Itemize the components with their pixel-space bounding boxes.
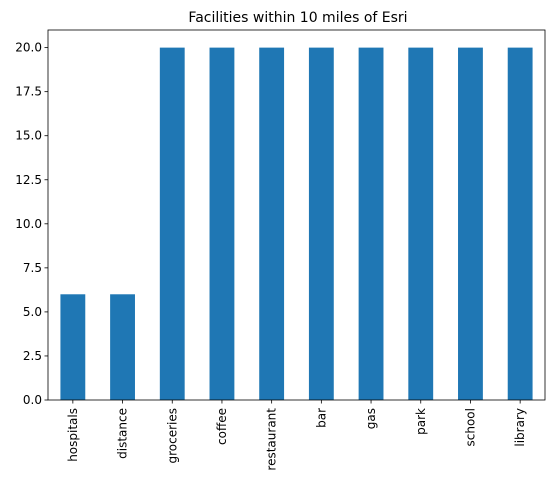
bar-gas bbox=[358, 47, 384, 400]
y-tick-label: 20.0 bbox=[15, 41, 42, 55]
bar-hospitals bbox=[60, 294, 86, 400]
x-tick-label-hospitals: hospitals bbox=[66, 408, 80, 462]
y-tick-label: 2.5 bbox=[23, 349, 42, 363]
x-tick-label-groceries: groceries bbox=[165, 408, 179, 464]
x-axis: hospitals distance groceries coffee restaura… bbox=[66, 400, 527, 471]
x-tick-label-library: library bbox=[513, 408, 527, 447]
x-tick-label-coffee: coffee bbox=[215, 408, 229, 445]
x-tick-label-gas: gas bbox=[364, 408, 378, 429]
bar-bar bbox=[308, 47, 334, 400]
plot-frame bbox=[47, 29, 546, 401]
x-tick-label-school: school bbox=[463, 408, 477, 446]
y-tick-label: 0.0 bbox=[23, 393, 42, 407]
bar-library bbox=[507, 47, 533, 400]
x-tick-label-park: park bbox=[414, 408, 428, 435]
bar-coffee bbox=[209, 47, 235, 400]
y-tick-label: 5.0 bbox=[23, 305, 42, 319]
y-tick-label: 7.5 bbox=[23, 261, 42, 275]
x-tick-label-restaurant: restaurant bbox=[265, 408, 279, 471]
y-tick-label: 12.5 bbox=[15, 173, 42, 187]
y-tick-label: 17.5 bbox=[15, 85, 42, 99]
y-axis: 0.0 2.5 5.0 7.5 10.0 12.5 15.0 17.5 20.0 bbox=[15, 41, 48, 407]
y-tick-label: 10.0 bbox=[15, 217, 42, 231]
chart-title: Facilities within 10 miles of Esri bbox=[188, 10, 407, 26]
bar-park bbox=[408, 47, 434, 400]
bars-group bbox=[60, 47, 533, 400]
bar-school bbox=[458, 47, 483, 400]
y-tick-label: 15.0 bbox=[15, 129, 42, 143]
bar-groceries bbox=[159, 47, 185, 400]
bar-distance bbox=[110, 294, 135, 400]
bar-restaurant bbox=[259, 47, 285, 400]
x-tick-label-distance: distance bbox=[116, 408, 130, 459]
x-tick-label-bar: bar bbox=[314, 408, 328, 428]
